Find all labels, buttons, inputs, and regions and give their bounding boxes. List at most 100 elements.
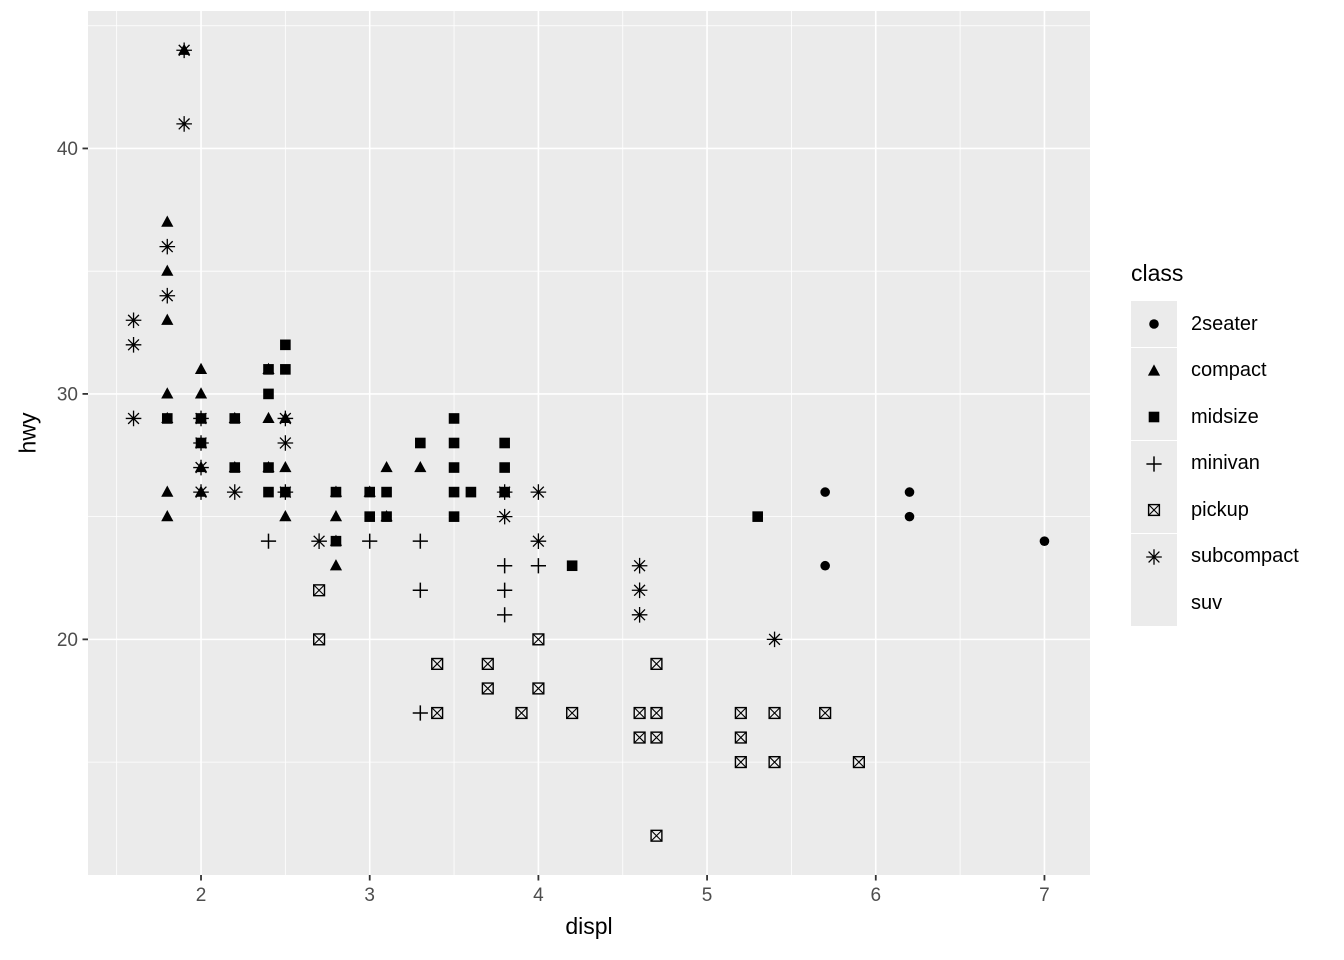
- data-point: [161, 510, 174, 522]
- data-point: [633, 731, 646, 744]
- y-tick-label: 30: [57, 384, 78, 405]
- legend-label: suv: [1191, 591, 1223, 614]
- x-axis-title: displ: [565, 913, 613, 939]
- legend-entry-compact: compact: [1131, 347, 1299, 395]
- data-point: [125, 410, 142, 427]
- data-point: [280, 339, 291, 351]
- x-tick-label: 4: [533, 885, 544, 906]
- data-point: [313, 633, 326, 646]
- data-point: [448, 437, 460, 449]
- data-point: [532, 633, 545, 646]
- data-point: [277, 410, 294, 427]
- data-point: [313, 584, 326, 597]
- data-point: [125, 312, 142, 329]
- data-point: [412, 533, 428, 549]
- data-point: [820, 560, 830, 571]
- data-point: [515, 706, 528, 720]
- data-point: [263, 364, 274, 375]
- data-point: [497, 607, 513, 623]
- legend-entry-minivan: minivan: [1131, 440, 1299, 488]
- data-point: [364, 486, 376, 498]
- data-point: [362, 533, 378, 549]
- y-axis-title: hwy: [14, 412, 41, 454]
- data-point: [381, 486, 392, 498]
- x-tick-label: 2: [196, 885, 207, 906]
- data-point: [125, 337, 142, 353]
- data-point: [532, 682, 545, 695]
- data-point: [161, 264, 174, 276]
- data-point: [412, 582, 428, 598]
- data-point: [766, 631, 783, 648]
- data-point: [465, 486, 477, 498]
- data-point: [415, 437, 426, 449]
- data-point: [852, 755, 865, 769]
- data-point: [161, 485, 174, 497]
- x-tick-label: 6: [870, 885, 881, 906]
- data-point: [496, 484, 513, 500]
- data-point: [229, 462, 241, 473]
- data-point: [497, 558, 513, 574]
- legend: class 2seater compact midsize minivan pi…: [1131, 260, 1299, 627]
- x-tick-label: 5: [702, 885, 713, 906]
- data-point: [279, 510, 292, 522]
- data-point: [904, 511, 915, 522]
- boxed-x-icon: [1131, 487, 1177, 534]
- data-point: [412, 705, 428, 721]
- legend-entry-pickup: pickup: [1131, 487, 1299, 534]
- data-point: [280, 364, 291, 375]
- data-point: [262, 411, 275, 424]
- x-tick-label: 3: [364, 885, 375, 906]
- data-point: [431, 706, 444, 720]
- data-point: [497, 582, 513, 598]
- data-point: [279, 460, 292, 473]
- data-point: [1039, 536, 1050, 546]
- data-point: [330, 486, 342, 498]
- legend-label: minivan: [1191, 452, 1260, 475]
- data-point: [277, 435, 294, 451]
- legend-label: pickup: [1191, 498, 1249, 521]
- data-point: [176, 42, 192, 59]
- data-point: [481, 682, 494, 695]
- series-pickup: [313, 584, 865, 842]
- data-point: [448, 413, 460, 424]
- data-point: [499, 437, 510, 449]
- data-point: [734, 731, 747, 744]
- data-point: [161, 413, 173, 424]
- data-point: [734, 755, 747, 769]
- panel-background: [88, 11, 1090, 875]
- data-point: [819, 706, 832, 720]
- data-point: [650, 829, 663, 842]
- data-point: [159, 287, 176, 304]
- data-point: [329, 559, 343, 571]
- data-point: [226, 484, 243, 500]
- data-point: [650, 706, 663, 720]
- data-point: [530, 558, 546, 574]
- y-tick-label: 20: [57, 630, 78, 651]
- data-point: [650, 657, 663, 671]
- data-point: [193, 435, 209, 451]
- empty-key-icon: [1131, 580, 1177, 627]
- data-point: [530, 533, 547, 549]
- data-point: [734, 706, 747, 720]
- data-point: [431, 657, 444, 671]
- data-point: [631, 557, 648, 574]
- data-point: [448, 462, 460, 473]
- data-point: [311, 533, 327, 549]
- data-point: [820, 487, 830, 497]
- data-point: [496, 508, 513, 525]
- data-point: [229, 413, 241, 424]
- data-point: [380, 460, 393, 473]
- data-point: [650, 731, 663, 744]
- data-point: [364, 511, 376, 522]
- data-point: [194, 362, 208, 374]
- data-point: [194, 387, 208, 399]
- data-point: [566, 706, 579, 720]
- legend-entry-2seater: 2seater: [1131, 301, 1299, 348]
- data-point: [161, 215, 174, 227]
- x-tick-label: 7: [1039, 885, 1050, 906]
- legend-title: class: [1131, 260, 1184, 286]
- data-point: [481, 657, 494, 671]
- legend-label: subcompact: [1191, 545, 1299, 568]
- legend-entry-subcompact: subcompact: [1131, 533, 1299, 581]
